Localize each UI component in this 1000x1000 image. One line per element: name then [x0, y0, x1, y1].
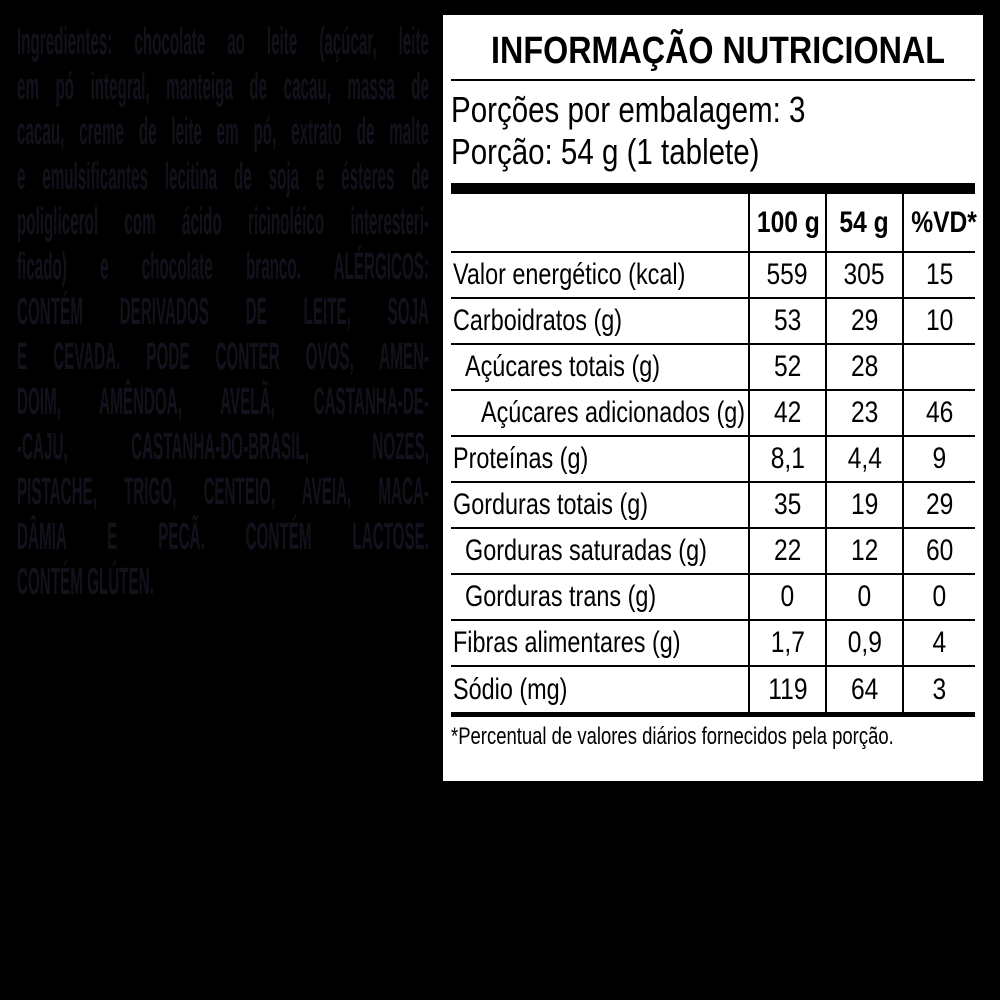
table-row-gorduras-trans: Gorduras trans (g) 0 0 0 [451, 574, 975, 620]
table-row-acucares-totais: Açúcares totais (g) 52 28 [451, 344, 975, 390]
ingredients-line: -CAJU, CASTANHA-DO-BRASIL, NOZES, [17, 426, 429, 468]
nutrition-title: INFORMAÇÃO NUTRICIONAL [491, 30, 946, 72]
value-100g: 559 [748, 252, 826, 298]
header-empty-cell [451, 194, 749, 252]
value-100g: 53 [748, 298, 826, 344]
value-54g: 0 [825, 574, 903, 620]
value-vd: 4 [902, 620, 975, 666]
serving-info: Porções por embalagem: 3 Porção: 54 g (1… [451, 89, 975, 173]
value-54g: 23 [825, 390, 903, 436]
ingredients-line: CONTÉM DERIVADOS DE LEITE, SOJA [17, 291, 429, 333]
table-row-valor-energetico: Valor energético (kcal) 559 305 15 [451, 252, 975, 298]
ingredients-line: ficado) e chocolate branco. ALÉRGICOS: [17, 246, 429, 288]
table-row-acucares-adicionados: Açúcares adicionados (g) 42 23 46 [451, 390, 975, 436]
nutrient-label: Gorduras trans (g) [465, 580, 657, 613]
value-vd: 0 [902, 574, 975, 620]
nutrient-label: Fibras alimentares (g) [453, 626, 681, 659]
value-54g: 19 [825, 482, 903, 528]
nutrient-label: Açúcares adicionados (g) [481, 396, 746, 429]
table-row-sodio: Sódio (mg) 119 64 3 [451, 666, 975, 712]
table-row-proteinas: Proteínas (g) 8,1 4,4 9 [451, 436, 975, 482]
ingredients-line: DÂMIA E PECÃ. CONTÉM LACTOSE. [17, 516, 429, 558]
ingredients-line: poliglicerol com ácido ricinoléico inter… [17, 201, 429, 243]
column-header-54g: 54 g [825, 194, 903, 252]
ingredients-line: E CEVADA. PODE CONTER OVOS, AMEN- [17, 336, 429, 378]
nutrient-label: Proteínas (g) [453, 442, 589, 475]
ingredients-line: CONTÉM GLÚTEN. [17, 561, 154, 603]
table-row-gorduras-totais: Gorduras totais (g) 35 19 29 [451, 482, 975, 528]
value-100g: 52 [748, 344, 826, 390]
value-54g: 305 [825, 252, 903, 298]
nutrient-label: Valor energético (kcal) [453, 258, 686, 291]
value-54g: 4,4 [825, 436, 903, 482]
ingredients-text: Ingredientes: chocolate ao leite (açúcar… [17, 20, 429, 605]
ingredients-line: cacau, creme de leite em pó, extrato de … [17, 111, 429, 153]
column-header-vd: %VD* [902, 194, 977, 252]
value-54g: 12 [825, 528, 903, 574]
nutrition-facts-panel: INFORMAÇÃO NUTRICIONAL Porções por embal… [443, 15, 983, 781]
value-vd: 60 [902, 528, 975, 574]
value-vd: 46 [902, 390, 975, 436]
title-divider [451, 79, 975, 81]
value-vd: 15 [902, 252, 975, 298]
nutrient-label: Gorduras saturadas (g) [465, 534, 707, 567]
value-vd: 10 [902, 298, 975, 344]
value-100g: 42 [748, 390, 826, 436]
table-row-carboidratos: Carboidratos (g) 53 29 10 [451, 298, 975, 344]
nutrient-label: Gorduras totais (g) [453, 488, 649, 521]
table-row-fibras: Fibras alimentares (g) 1,7 0,9 4 [451, 620, 975, 666]
nutrient-label: Açúcares totais (g) [465, 350, 661, 383]
value-100g: 8,1 [748, 436, 826, 482]
ingredients-line: DOIM, AMÊNDOA, AVELÃ, CASTANHA-DE- [17, 381, 429, 423]
nutrient-label: Carboidratos (g) [453, 304, 623, 337]
ingredients-line: Ingredientes: chocolate ao leite (açúcar… [17, 21, 429, 63]
thick-divider-top [451, 183, 975, 194]
value-100g: 22 [748, 528, 826, 574]
value-100g: 35 [748, 482, 826, 528]
value-54g: 29 [825, 298, 903, 344]
servings-per-package: Porções por embalagem: 3 [451, 89, 806, 130]
ingredients-line: PISTACHE, TRIGO, CENTEIO, AVEIA, MACA- [17, 471, 429, 513]
column-header-100g: 100 g [748, 194, 826, 252]
value-vd: 9 [902, 436, 975, 482]
value-54g: 64 [825, 666, 903, 712]
value-54g: 0,9 [825, 620, 903, 666]
value-54g: 28 [825, 344, 903, 390]
nutrition-table: 100 g 54 g %VD* Valor energético (kcal) … [451, 194, 977, 712]
value-100g: 119 [748, 666, 826, 712]
ingredients-line: em pó integral, manteiga de cacau, massa… [17, 66, 429, 108]
thick-divider-bottom [451, 712, 975, 717]
value-vd: 29 [902, 482, 975, 528]
table-header-row: 100 g 54 g %VD* [451, 194, 977, 252]
value-100g: 0 [748, 574, 826, 620]
value-vd [902, 344, 975, 390]
table-row-gorduras-saturadas: Gorduras saturadas (g) 22 12 60 [451, 528, 975, 574]
ingredients-line: e emulsificantes lecitina de soja e éste… [17, 156, 429, 198]
daily-values-footnote: *Percentual de valores diários fornecido… [451, 723, 894, 750]
nutrient-label: Sódio (mg) [453, 672, 568, 706]
portion-size: Porção: 54 g (1 tablete) [451, 131, 760, 172]
value-vd: 3 [902, 666, 975, 712]
value-100g: 1,7 [748, 620, 826, 666]
